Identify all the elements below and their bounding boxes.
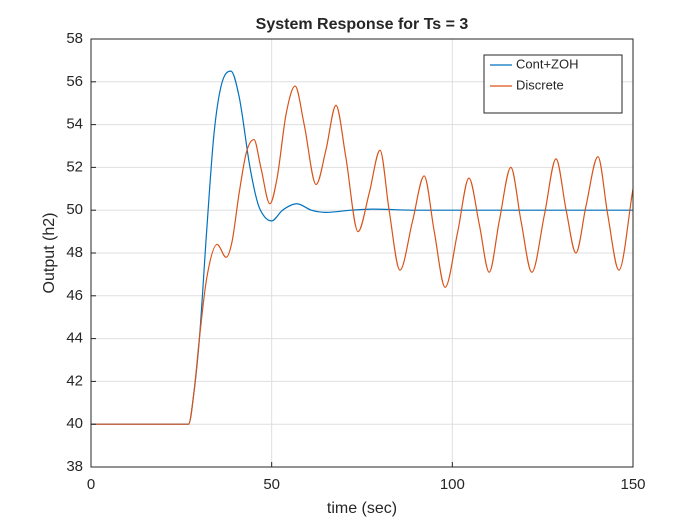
legend-label: Cont+ZOH [516, 56, 579, 71]
y-tick-label: 56 [66, 73, 83, 90]
y-tick-label: 54 [66, 116, 83, 133]
y-tick-label: 38 [66, 458, 83, 475]
lines [91, 70, 634, 425]
x-tick-label: 150 [620, 476, 645, 493]
series-line [91, 85, 634, 425]
y-tick-label: 46 [66, 287, 83, 304]
chart-title: System Response for Ts = 3 [256, 16, 469, 33]
y-tick-label: 40 [66, 415, 83, 432]
x-tick-label: 0 [87, 476, 95, 493]
series-line [91, 70, 633, 425]
ticks: 0 50 100 150 38 40 42 44 46 48 50 52 54 56 58 [66, 30, 645, 493]
x-axis-label: time (sec) [327, 500, 397, 517]
x-tick-label: 100 [440, 476, 465, 493]
y-tick-label: 42 [66, 372, 83, 389]
y-tick-label: 58 [66, 30, 83, 47]
y-axis-label: Output (h2) [41, 213, 58, 294]
y-tick-label: 44 [66, 330, 83, 347]
y-tick-label: 48 [66, 244, 83, 261]
legend: Cont+ZOH Discrete [483, 54, 623, 114]
x-tick-label: 50 [263, 476, 280, 493]
y-tick-label: 50 [66, 201, 83, 218]
legend-label: Discrete [516, 77, 564, 92]
y-tick-label: 52 [66, 158, 83, 175]
